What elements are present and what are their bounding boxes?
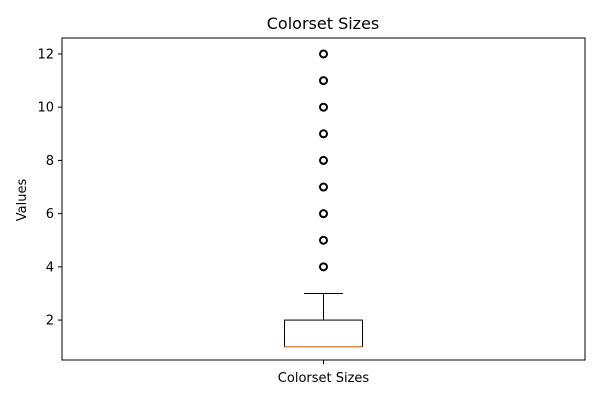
plot-content: 2 4 6 8 10 12 Colorset Sizes [37,47,369,386]
y-tick-label-6: 6 [46,207,54,222]
outlier-point [319,262,328,272]
x-tick-label: Colorset Sizes [278,371,370,386]
outlier-point [319,235,328,245]
outlier-point [319,49,328,59]
y-tick-label-12: 12 [37,47,54,62]
outlier-point [319,182,328,192]
outlier-point [319,129,328,139]
y-tick-label-2: 2 [46,314,54,329]
y-tick-label-8: 8 [46,154,54,169]
chart-title: Colorset Sizes [267,14,380,33]
y-tick-label-4: 4 [46,260,54,275]
box [284,319,363,348]
outlier-point [319,155,328,165]
outlier-point [319,76,328,86]
plot-frame [61,37,586,361]
y-tick-label-10: 10 [37,101,54,116]
outlier-point [319,209,328,219]
y-axis-label: Values [15,179,30,222]
outlier-point [319,102,328,112]
